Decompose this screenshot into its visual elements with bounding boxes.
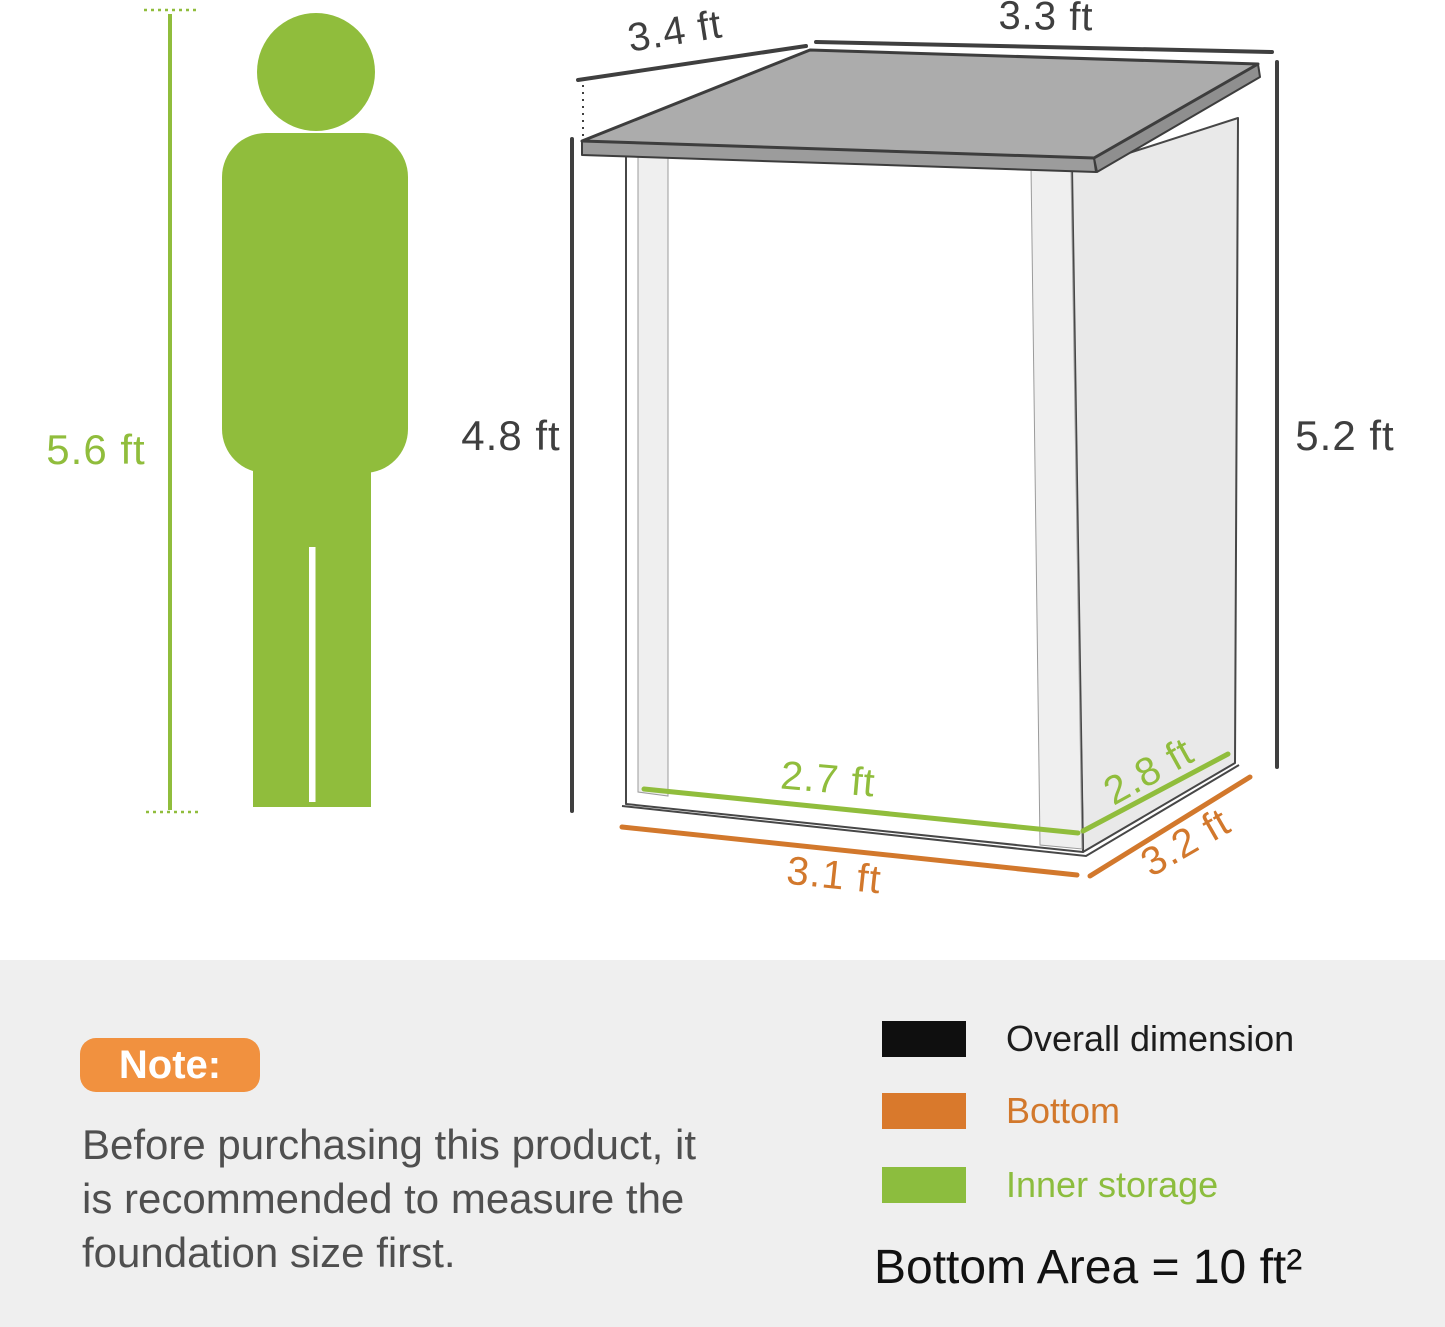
note-badge-label: Note: — [118, 1042, 222, 1087]
person-head — [257, 13, 375, 131]
note-badge: Note: — [80, 1038, 260, 1092]
person-figure — [222, 13, 408, 807]
legend-label-inner-storage: Inner storage — [1006, 1164, 1219, 1205]
note-text-line: foundation size first. — [82, 1229, 456, 1276]
shed-front-wall — [625, 149, 1084, 853]
legend-swatch-bottom — [882, 1093, 966, 1129]
legend-item-overall: Overall dimension — [882, 1018, 1294, 1060]
dimension-drawing — [144, 8, 1279, 879]
note-text: Before purchasing this product, it is re… — [82, 1118, 802, 1280]
shed-roof-top — [580, 48, 1260, 160]
shed-door-left-stile — [637, 151, 669, 797]
note-text-line: is recommended to measure the — [82, 1175, 685, 1222]
note-panel: Note: Before purchasing this product, it… — [0, 960, 1445, 1327]
bottom-width-line — [619, 824, 1080, 878]
legend-label-bottom: Bottom — [1006, 1090, 1121, 1131]
shed-side-wall — [1069, 117, 1239, 853]
person-height-label: 5.6 ft — [46, 426, 146, 473]
dim-line-roof-depth — [576, 44, 808, 82]
inner-depth-line — [1080, 751, 1231, 834]
shed-base-outline — [621, 764, 1240, 858]
legend-item-inner-storage: Inner storage — [882, 1164, 1218, 1206]
inner-width-line — [641, 786, 1081, 836]
roof-width-label: 3.3 ft — [998, 0, 1094, 40]
legend-item-bottom: Bottom — [882, 1090, 1120, 1132]
overall-height-label: 5.2 ft — [1295, 412, 1395, 459]
legend-swatch-inner-storage — [882, 1167, 966, 1203]
person-leg-divider — [309, 547, 316, 802]
front-height-label: 4.8 ft — [461, 412, 561, 459]
dim-line-roof-width — [814, 40, 1274, 54]
note-text-line: Before purchasing this product, it — [82, 1121, 697, 1168]
bottom-area-text: Bottom Area = 10 ft² — [874, 1241, 1303, 1294]
legend-label-overall: Overall dimension — [1006, 1018, 1295, 1059]
bottom-depth-line — [1087, 774, 1253, 879]
person-body — [222, 133, 408, 473]
inner-width-label: 2.7 ft — [778, 753, 878, 806]
legend-swatch-overall — [882, 1021, 966, 1057]
